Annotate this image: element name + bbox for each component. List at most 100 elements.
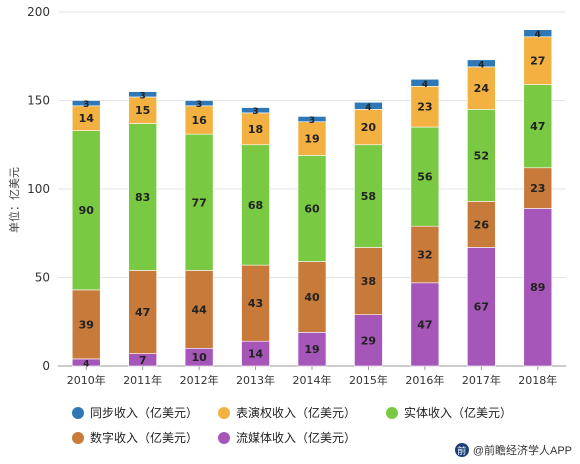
data-label: 56	[417, 171, 433, 184]
data-label: 67	[474, 301, 489, 314]
x-tick-label: 2014年	[293, 373, 332, 387]
legend-item-digital: 数字收入（亿美元）	[72, 429, 218, 446]
x-tick-label: 2018年	[518, 373, 557, 387]
y-tick-label: 200	[27, 5, 50, 19]
y-tick-label: 50	[35, 271, 50, 285]
data-label: 40	[304, 291, 320, 304]
legend-item-performance: 表演权收入（亿美元）	[218, 404, 386, 421]
brand-watermark: 前 @前瞻经济学人APP	[454, 442, 572, 458]
bar-segment	[241, 144, 270, 266]
qian-logo-icon: 前	[454, 443, 469, 457]
data-label: 4	[83, 359, 89, 369]
data-label: 14	[79, 112, 95, 125]
legend-item-physical: 实体收入（亿美元）	[386, 404, 512, 421]
legend-label-digital: 数字收入（亿美元）	[90, 431, 199, 445]
x-tick-label: 2016年	[405, 373, 444, 387]
legend-item-sync: 同步收入（亿美元）	[72, 404, 218, 421]
bar-segment	[354, 144, 383, 248]
data-label: 3	[252, 107, 258, 117]
data-label: 14	[248, 348, 264, 361]
x-tick-label: 2013年	[236, 373, 275, 387]
data-label: 24	[474, 82, 490, 95]
bar-segment	[241, 340, 270, 367]
bar-segment	[184, 100, 214, 107]
legend-label-streaming: 流媒体收入（亿美元）	[236, 431, 357, 445]
bar-segment	[184, 133, 214, 271]
data-label: 23	[530, 182, 545, 195]
bar-segment	[410, 282, 440, 367]
bar-segment	[354, 101, 383, 110]
bar-segment	[128, 270, 157, 354]
legend-label-sync: 同步收入（亿美元）	[90, 406, 199, 420]
data-label: 18	[248, 123, 263, 136]
data-label: 19	[304, 133, 319, 146]
data-label: 3	[140, 91, 146, 101]
data-label: 4	[478, 60, 484, 70]
bar-segment	[410, 225, 440, 284]
bar-segment	[184, 270, 214, 349]
data-label: 4	[535, 30, 541, 40]
legend-swatch-sync	[72, 406, 84, 419]
data-label: 10	[191, 351, 207, 364]
bar-segment	[71, 289, 101, 360]
data-label: 16	[191, 114, 207, 127]
bar-segment	[241, 112, 270, 146]
legend-swatch-performance	[218, 406, 230, 419]
data-label: 60	[304, 202, 320, 215]
bar-segment	[297, 155, 327, 262]
bar-segment	[297, 116, 327, 123]
bar-segment	[467, 59, 496, 68]
data-label: 3	[196, 100, 202, 110]
data-label: 83	[135, 191, 150, 204]
data-label: 68	[248, 199, 263, 212]
bar-segment	[523, 29, 553, 38]
bar-segment	[354, 109, 383, 146]
bar-segment	[467, 247, 496, 367]
data-label: 39	[79, 318, 94, 331]
data-label: 7	[139, 354, 147, 367]
data-label: 29	[361, 334, 376, 347]
data-label: 27	[530, 55, 545, 68]
bar-segment	[128, 91, 157, 98]
data-label: 47	[135, 306, 150, 319]
data-label: 47	[530, 120, 545, 133]
data-label: 89	[530, 281, 545, 294]
bar-segment	[241, 264, 270, 342]
data-label: 4	[422, 80, 428, 90]
x-tick-label: 2011年	[123, 373, 162, 387]
x-tick-label: 2017年	[462, 373, 501, 387]
data-label: 38	[361, 275, 376, 288]
bar-segment	[410, 86, 440, 128]
bar-segment	[71, 130, 101, 291]
bar-segment	[71, 100, 101, 107]
brand-text: @前瞻经济学人APP	[472, 445, 572, 457]
data-label: 77	[191, 196, 206, 209]
legend-swatch-streaming	[218, 431, 230, 444]
y-tick-label: 150	[27, 94, 50, 108]
data-label: 15	[135, 104, 150, 117]
data-label: 58	[361, 190, 376, 203]
data-label: 43	[248, 297, 263, 310]
y-tick-label: 0	[42, 359, 50, 373]
data-label: 47	[417, 318, 432, 331]
data-label: 32	[417, 248, 432, 261]
legend-label-physical: 实体收入（亿美元）	[404, 406, 513, 420]
bar-segment	[410, 126, 440, 227]
data-label: 26	[474, 218, 490, 231]
bar-segment	[523, 167, 553, 209]
x-tick-label: 2010年	[67, 373, 106, 387]
bar-segment	[467, 201, 496, 248]
bar-segment	[128, 123, 157, 271]
bar-segment	[297, 261, 327, 333]
y-tick-label: 100	[27, 182, 50, 196]
bar-segment	[241, 107, 270, 114]
data-label: 20	[361, 121, 377, 134]
y-axis-label: 单位：亿美元	[7, 167, 21, 233]
data-label: 3	[83, 100, 89, 110]
bar-segment	[467, 109, 496, 202]
data-label: 23	[417, 101, 432, 114]
data-label: 52	[474, 149, 489, 162]
legend-item-streaming: 流媒体收入（亿美元）	[218, 429, 386, 446]
